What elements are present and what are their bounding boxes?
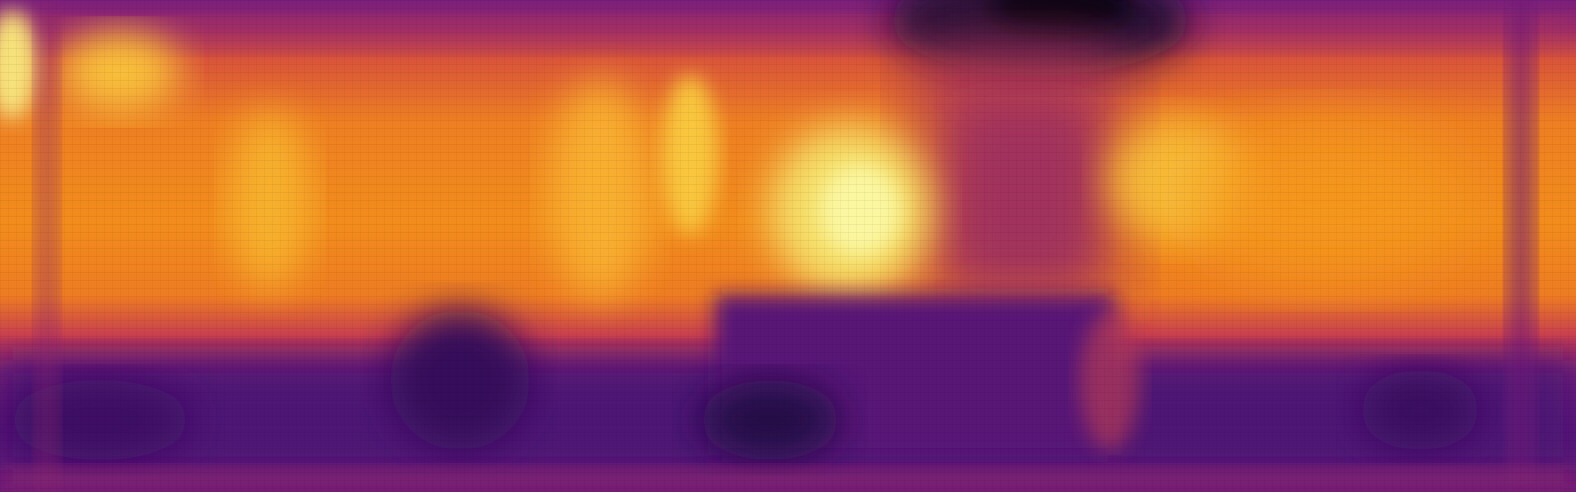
heatmap-layers (0, 0, 1576, 492)
thermal-heatmap-image (0, 0, 1576, 492)
scan-texture (0, 0, 1576, 492)
